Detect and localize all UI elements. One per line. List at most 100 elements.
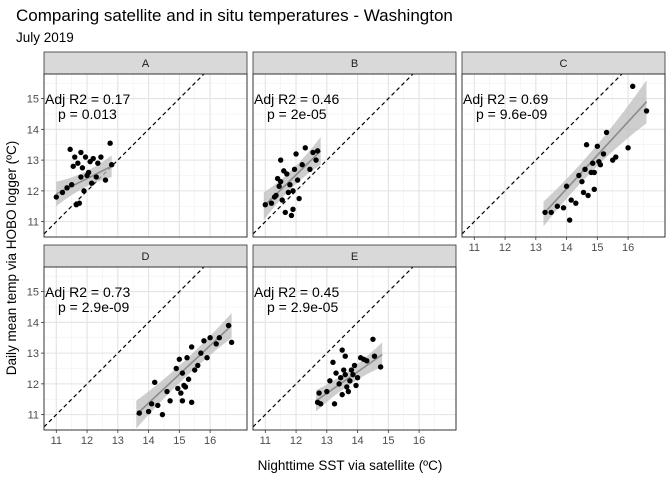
- data-point: [342, 353, 348, 359]
- x-tick-label: 11: [469, 242, 480, 254]
- x-tick-label: 11: [51, 435, 62, 447]
- data-point: [576, 172, 582, 179]
- data-point: [600, 151, 607, 157]
- x-tick-label: 12: [81, 435, 93, 447]
- data-point: [364, 358, 370, 364]
- data-point: [279, 197, 285, 203]
- data-point: [293, 151, 299, 157]
- data-point: [213, 341, 219, 347]
- data-point: [625, 145, 631, 151]
- data-point: [345, 388, 352, 395]
- data-point: [53, 194, 60, 200]
- data-point: [314, 148, 321, 154]
- x-tick-label: 15: [591, 242, 603, 254]
- p-value-annotation: p = 2.9e-09: [58, 299, 129, 315]
- x-tick-label: 11: [260, 435, 271, 447]
- data-point: [590, 160, 596, 166]
- x-tick-label: 13: [530, 242, 542, 254]
- data-point: [585, 192, 591, 199]
- data-point: [347, 378, 353, 384]
- facet-panel-c: C Adj R2 = 0.69p = 9.6e-09 11 12 13 14 15 16: [461, 51, 666, 254]
- panel-plot-area: [44, 74, 247, 237]
- data-point: [64, 185, 70, 191]
- y-tick-label: 13: [27, 348, 39, 360]
- adj-r2-annotation: Adj R2 = 0.46: [254, 91, 339, 107]
- data-point: [613, 154, 619, 160]
- regression-line: [542, 101, 648, 215]
- data-point: [371, 353, 378, 359]
- data-point: [630, 83, 636, 90]
- data-point: [313, 157, 319, 163]
- p-value-annotation: p = 0.013: [58, 106, 117, 122]
- data-point: [341, 367, 347, 373]
- data-point: [277, 178, 284, 185]
- data-point: [175, 385, 181, 392]
- x-tick-label: 12: [290, 435, 302, 447]
- data-point: [76, 200, 83, 206]
- reference-line-1to1: [44, 267, 205, 428]
- data-point: [563, 183, 570, 189]
- data-point: [228, 339, 235, 346]
- data-point: [344, 384, 350, 390]
- x-tick-label: 16: [413, 435, 425, 447]
- data-point: [560, 205, 567, 211]
- facet-strip-label: A: [142, 58, 150, 70]
- chart-title: Comparing satellite and in situ temperat…: [16, 6, 453, 25]
- data-point: [327, 378, 333, 384]
- data-point: [82, 154, 89, 160]
- panel-border: [252, 266, 457, 431]
- facet-panel-b: B Adj R2 = 0.46p = 2e-05: [252, 51, 457, 238]
- data-point: [594, 143, 601, 149]
- panel-border: [252, 73, 457, 238]
- data-point: [643, 108, 650, 114]
- data-point: [330, 359, 336, 366]
- data-point: [573, 200, 579, 206]
- reference-line-1to1: [253, 267, 414, 428]
- data-point: [225, 322, 232, 329]
- data-point: [145, 408, 152, 415]
- x-tick-label: 14: [560, 242, 572, 254]
- data-point: [207, 335, 213, 341]
- confidence-band: [543, 80, 647, 227]
- data-point: [302, 145, 308, 151]
- data-point: [583, 142, 590, 148]
- panel-plot-area: [44, 267, 247, 430]
- x-tick-label: 16: [622, 242, 634, 254]
- data-point: [75, 160, 81, 166]
- data-point: [288, 212, 295, 219]
- data-point: [176, 356, 183, 362]
- facet-panel-a: A Adj R2 = 0.17p = 0.013 11 12 13 14 15: [27, 51, 248, 238]
- data-point: [88, 180, 95, 186]
- adj-r2-annotation: Adj R2 = 0.73: [45, 284, 130, 300]
- data-point: [282, 209, 288, 216]
- data-point: [554, 203, 561, 209]
- adj-r2-annotation: Adj R2 = 0.17: [45, 91, 130, 107]
- data-point: [287, 182, 293, 188]
- facet-strip-label: C: [560, 58, 568, 70]
- data-point: [68, 182, 75, 188]
- data-point: [307, 166, 313, 173]
- x-tick-label: 14: [142, 435, 154, 447]
- data-point: [548, 209, 554, 216]
- p-value-annotation: p = 2.9e-05: [267, 299, 338, 315]
- data-point: [580, 189, 587, 196]
- data-point: [90, 155, 96, 162]
- adj-r2-annotation: Adj R2 = 0.45: [254, 284, 339, 300]
- x-tick-label: 14: [351, 435, 363, 447]
- data-point: [81, 188, 87, 194]
- x-tick-label: 15: [173, 435, 185, 447]
- data-point: [603, 129, 610, 136]
- x-tick-label: 16: [204, 435, 216, 447]
- data-point: [148, 401, 155, 407]
- data-point: [204, 355, 210, 361]
- data-point: [377, 364, 384, 370]
- data-point: [70, 163, 76, 169]
- data-point: [568, 197, 574, 203]
- data-point: [59, 189, 66, 196]
- panel-border: [461, 73, 666, 238]
- x-tick-label: 15: [382, 435, 394, 447]
- data-point: [216, 335, 223, 341]
- facet-panel-d: D Adj R2 = 0.73p = 2.9e-09 11 12 13 14 15 11 12 1…: [27, 244, 248, 447]
- data-point: [79, 165, 86, 171]
